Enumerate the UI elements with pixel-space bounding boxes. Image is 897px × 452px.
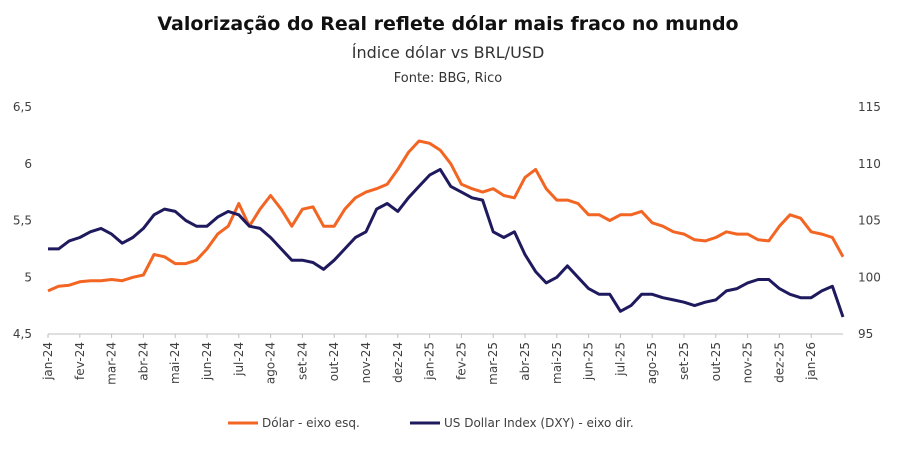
y2-tick-label: 105 <box>858 214 881 228</box>
y-tick-label: 6 <box>24 157 32 171</box>
x-tick-label: abr-25 <box>518 342 532 381</box>
x-tick-label: nov-24 <box>359 342 373 383</box>
chart-subtitle: Índice dólar vs BRL/USD <box>352 43 545 62</box>
x-tick-label: fev-24 <box>73 342 87 380</box>
y-tick-label: 4,5 <box>13 327 32 341</box>
x-tick-label: set-24 <box>295 342 309 380</box>
x-tick-label: dez-25 <box>772 342 786 383</box>
x-tick-label: jan-26 <box>804 342 818 381</box>
x-tick-label: set-25 <box>677 342 691 380</box>
x-tick-label: out-25 <box>709 342 723 381</box>
x-tick-label: jan-24 <box>41 342 55 381</box>
y2-tick-label: 110 <box>858 157 881 171</box>
y2-tick-label: 115 <box>858 100 881 114</box>
legend-label: Dólar - eixo esq. <box>262 416 360 430</box>
y-tick-label: 5,5 <box>13 214 32 228</box>
x-tick-label: nov-25 <box>741 342 755 383</box>
x-tick-label: jan-25 <box>423 342 437 381</box>
data-line <box>48 167 845 318</box>
data-line <box>47 139 845 293</box>
x-tick-label: jul-25 <box>613 342 627 377</box>
x-tick-label: abr-24 <box>136 342 150 381</box>
x-tick-label: mai-25 <box>550 342 564 384</box>
chart-title: Valorização do Real reflete dólar mais f… <box>157 13 738 35</box>
y2-tick-label: 95 <box>858 327 873 341</box>
x-tick-label: jun-24 <box>200 342 214 381</box>
x-tick-label: ago-25 <box>645 342 659 384</box>
x-tick-label: mar-25 <box>486 342 500 385</box>
x-tick-label: fev-25 <box>454 342 468 380</box>
x-tick-label: dez-24 <box>391 342 405 383</box>
chart-source: Fonte: BBG, Rico <box>394 71 503 86</box>
x-tick-label: out-24 <box>327 342 341 381</box>
y-tick-label: 5 <box>24 270 32 284</box>
x-tick-label: jun-25 <box>582 342 596 381</box>
x-tick-label: jul-24 <box>232 342 246 377</box>
y2-tick-label: 100 <box>858 270 881 284</box>
x-tick-label: mai-24 <box>168 342 182 384</box>
x-tick-label: ago-24 <box>264 342 278 384</box>
x-tick-label: mar-24 <box>105 342 119 385</box>
y-tick-label: 6,5 <box>13 100 32 114</box>
legend-label: US Dollar Index (DXY) - eixo dir. <box>444 416 634 430</box>
